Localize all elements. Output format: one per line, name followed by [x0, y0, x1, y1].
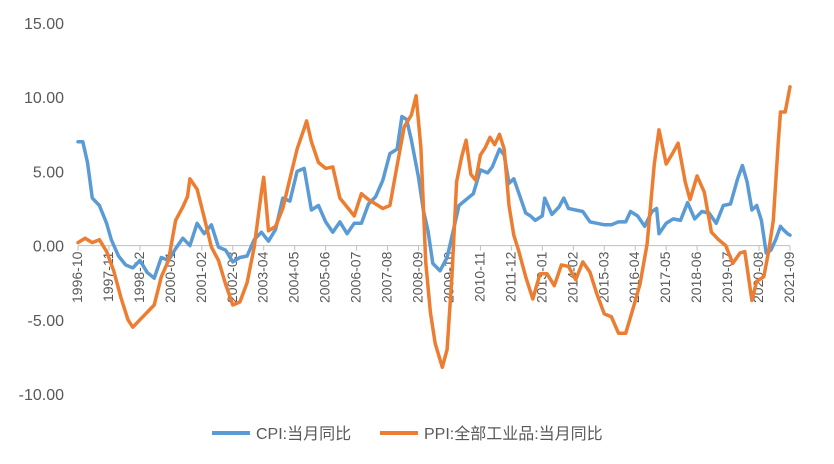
x-tick-label: 2006-07	[348, 251, 364, 303]
x-tick-label: 2007-08	[379, 251, 395, 303]
x-tick-label: 2015-03	[595, 251, 611, 303]
series-line-cpi	[76, 114, 792, 280]
legend: CPI:当月同比 PPI:全部工业品:当月同比	[212, 425, 603, 443]
x-tick-label: 2003-04	[255, 251, 271, 303]
x-tick-label: 2014-02	[564, 251, 580, 303]
zero-axis-line	[77, 245, 791, 251]
series-line-ppi	[76, 85, 792, 370]
y-tick-label: -10.00	[19, 387, 64, 404]
y-tick-label: 10.00	[24, 90, 64, 107]
y-tick-label: 5.00	[33, 164, 64, 181]
x-tick-label: 2010-11	[471, 251, 487, 302]
y-tick-label: 15.00	[24, 16, 64, 33]
x-tick-label: 2005-06	[317, 251, 333, 303]
x-tick-label: 2019-07	[719, 251, 735, 303]
x-tick-label: 2018-06	[688, 251, 704, 303]
x-tick-label: 2011-12	[502, 251, 518, 302]
y-axis: -10.00 -5.00 0.00 5.00 10.00 15.00	[19, 16, 64, 404]
legend-label: CPI:当月同比	[256, 425, 351, 443]
series-group	[76, 85, 792, 370]
x-tick-label: 1996-10	[69, 251, 85, 303]
x-tick-label: 2001-02	[193, 251, 209, 303]
y-tick-label: 0.00	[33, 239, 64, 256]
x-tick-label: 2013-01	[533, 251, 549, 303]
x-tick-label: 2021-09	[781, 251, 797, 303]
legend-label: PPI:全部工业品:当月同比	[424, 425, 603, 443]
y-tick-label: -5.00	[28, 313, 65, 330]
x-tick-label: 2004-05	[286, 251, 302, 303]
x-tick-label: 2017-05	[657, 251, 673, 303]
x-tick-label: 2008-09	[410, 251, 426, 303]
